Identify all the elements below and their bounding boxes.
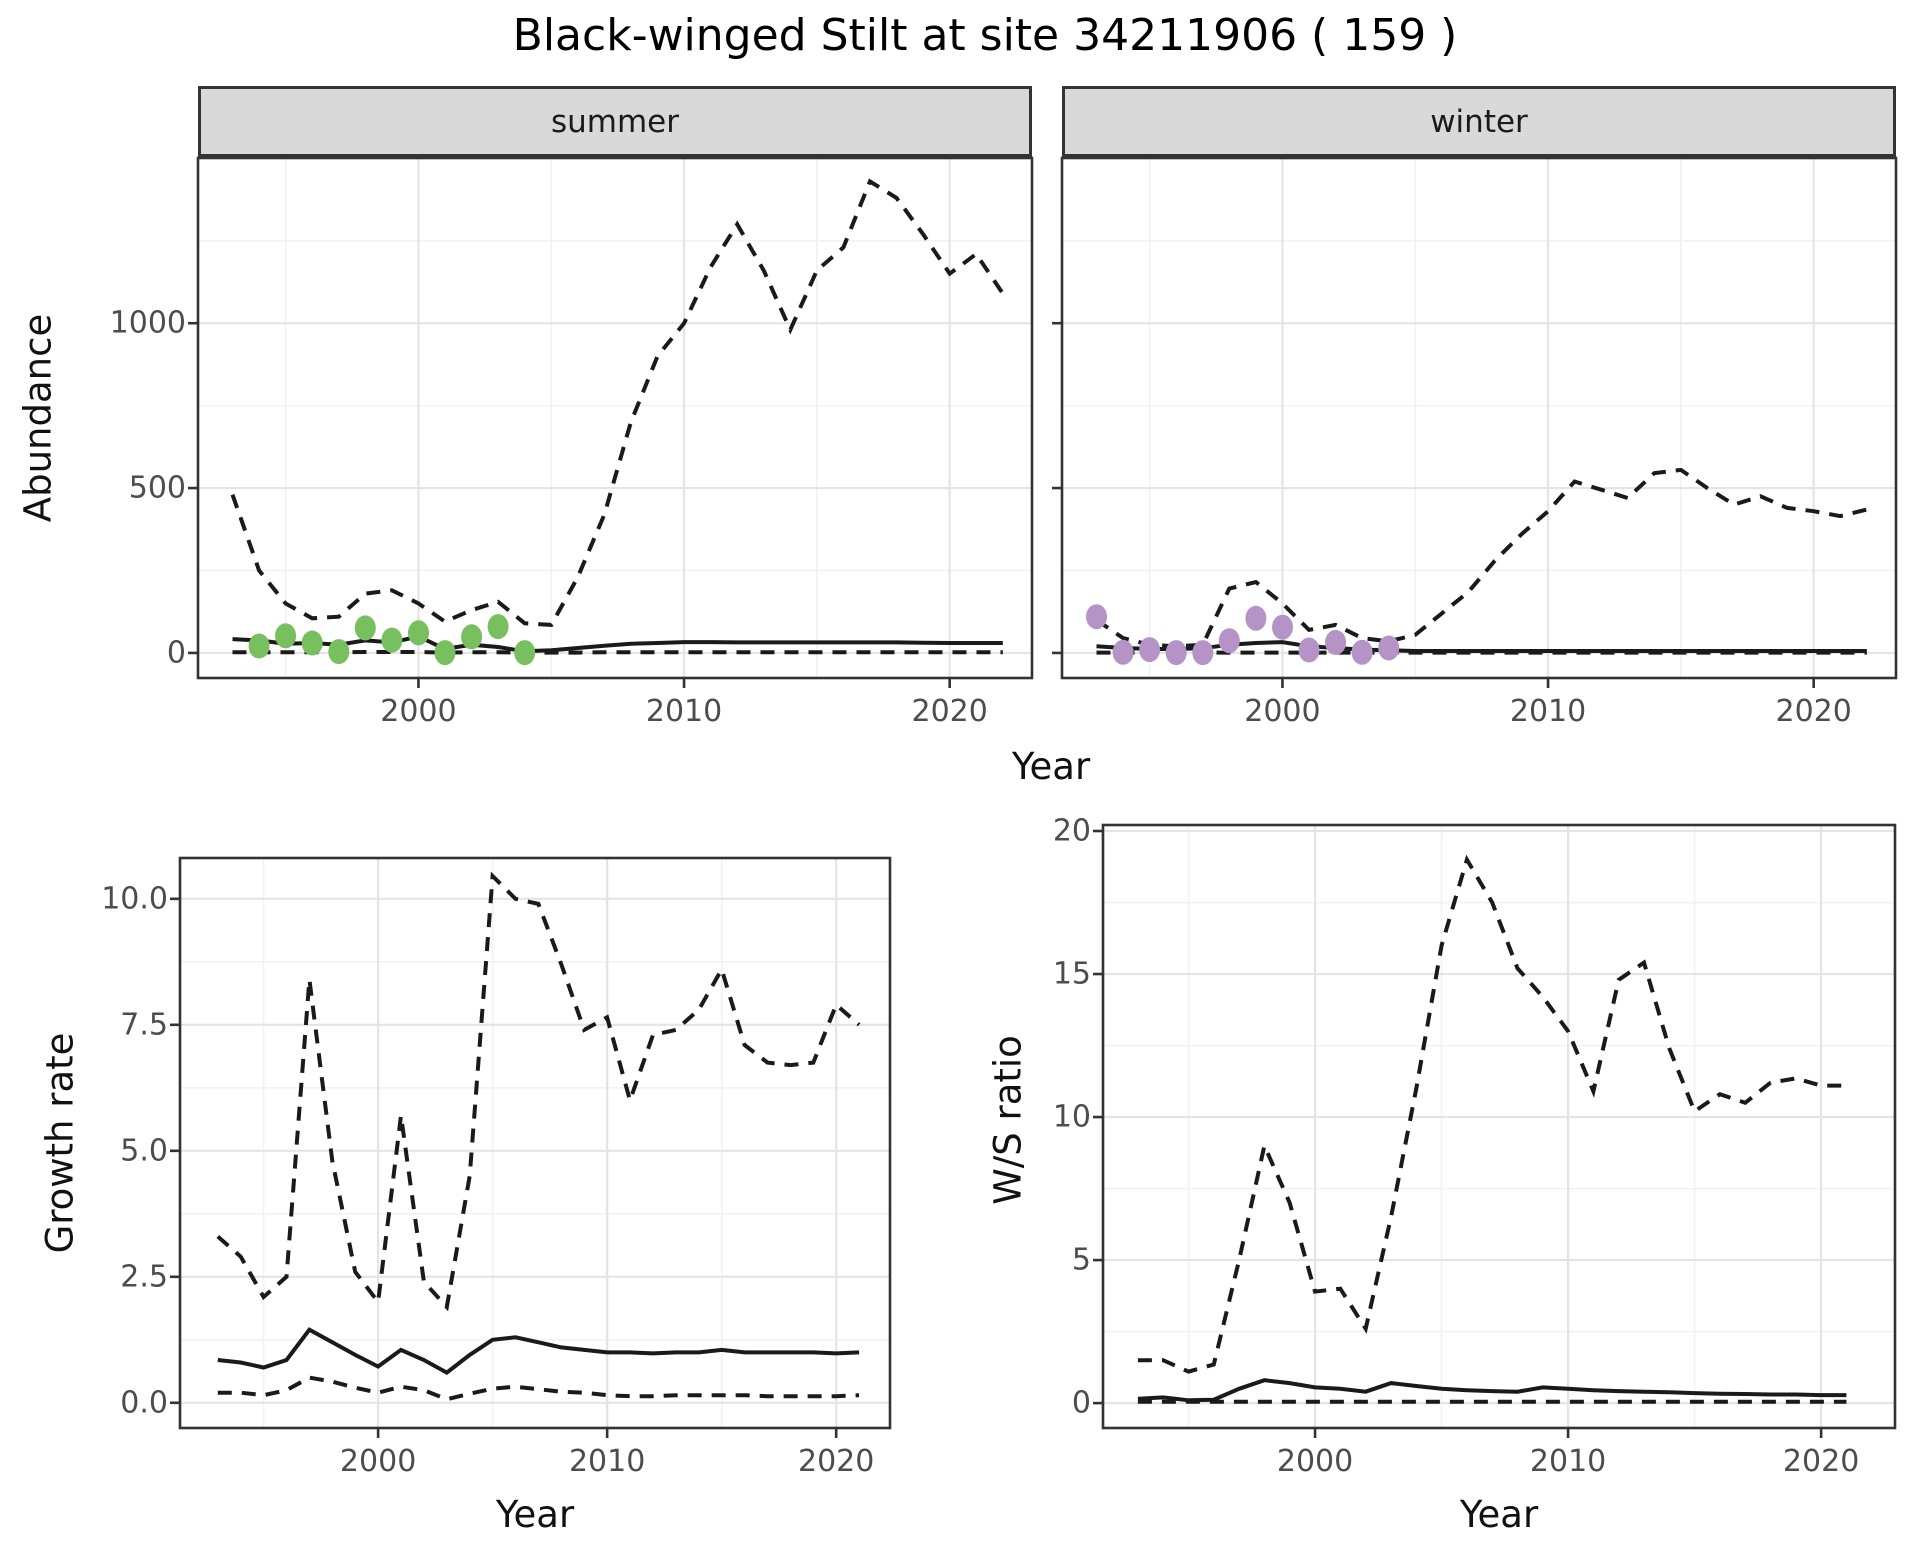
y-tick-label: 1000 — [109, 305, 186, 341]
y-tick-label: 0.0 — [120, 1385, 168, 1421]
y-tick-label: 0 — [1071, 1385, 1091, 1421]
observed-counts-point — [301, 630, 323, 656]
upper_ci-line — [216, 871, 861, 1312]
x-tick-label: 2000 — [1244, 694, 1321, 729]
facet-strip-summer-label: summer — [550, 103, 679, 140]
median-line — [217, 1327, 860, 1375]
observed-counts-point — [1165, 640, 1187, 666]
x-tick-label: 2020 — [911, 694, 988, 729]
observed-counts-point — [1325, 629, 1347, 655]
panel-border — [1101, 823, 1897, 1430]
observed-counts-point — [248, 633, 270, 659]
observed-counts-point — [434, 640, 456, 666]
y-tick-label: 10 — [1052, 1099, 1091, 1135]
observed-counts-point — [275, 623, 297, 649]
y-tick-label: 15 — [1052, 956, 1091, 992]
y-tick-label: 500 — [128, 470, 186, 506]
x-tick-label: 2010 — [1529, 1444, 1607, 1479]
observed-counts-point — [1351, 639, 1373, 665]
y-tick-label: 20 — [1052, 813, 1091, 849]
observed-counts-point — [328, 639, 350, 665]
panel-border — [178, 856, 892, 1430]
observed-counts-point — [1245, 605, 1267, 631]
facet-strip-summer: summer — [198, 86, 1032, 158]
y-tick-label: 10.0 — [101, 881, 168, 917]
observed-counts-point — [354, 615, 376, 641]
lower_ci-line — [232, 650, 1003, 655]
x-tick-label: 2000 — [380, 694, 457, 729]
observed-counts-point — [1218, 628, 1240, 654]
panel-border — [1060, 156, 1898, 680]
observed-counts-point — [487, 614, 509, 640]
observed-counts-point — [1378, 635, 1400, 661]
chart-title: Black-winged Stilt at site 34211906 ( 15… — [512, 10, 1458, 61]
lower_ci-line — [217, 1375, 860, 1402]
facet-strip-winter: winter — [1062, 86, 1896, 158]
x-tick-label: 2010 — [645, 694, 723, 729]
x-axis-title-year-top: Year — [1011, 745, 1091, 788]
observed-counts-point — [1298, 637, 1320, 663]
observed-counts-point — [381, 627, 403, 653]
y-tick-label: 5 — [1071, 1242, 1091, 1278]
x-tick-label: 2020 — [1782, 1444, 1860, 1479]
x-tick-label: 2000 — [339, 1444, 417, 1479]
observed-counts-point — [461, 624, 483, 650]
y-axis-title-abundance: Abundance — [16, 313, 60, 523]
observed-counts-point — [1112, 639, 1134, 665]
x-tick-label: 2010 — [568, 1444, 646, 1479]
observed-counts-point — [514, 640, 536, 666]
x-axis-title-year-ws: Year — [1459, 1493, 1539, 1536]
upper_ci-line — [1137, 854, 1847, 1374]
observed-counts-point — [1272, 614, 1293, 640]
panel-border — [196, 156, 1034, 680]
x-tick-label: 2020 — [797, 1444, 875, 1479]
y-tick-label: 7.5 — [120, 1007, 168, 1043]
y-tick-label: 5.0 — [120, 1133, 168, 1169]
y-tick-label: 2.5 — [120, 1259, 168, 1295]
x-tick-label: 2000 — [1276, 1444, 1354, 1479]
median-line — [1137, 1378, 1847, 1403]
x-axis-title-year-growth: Year — [495, 1493, 575, 1536]
y-tick-label: 0 — [166, 635, 186, 671]
upper_ci-line — [1095, 467, 1868, 649]
observed-counts-point — [1086, 604, 1107, 630]
observed-counts-point — [408, 620, 429, 646]
facet-strip-winter-label: winter — [1430, 103, 1528, 140]
x-tick-label: 2010 — [1509, 694, 1587, 729]
median-line — [232, 634, 1003, 654]
observed-counts-point — [1192, 640, 1214, 666]
x-tick-label: 2020 — [1775, 694, 1852, 729]
upper_ci-line — [230, 178, 1005, 627]
observed-counts-point — [1139, 637, 1161, 663]
